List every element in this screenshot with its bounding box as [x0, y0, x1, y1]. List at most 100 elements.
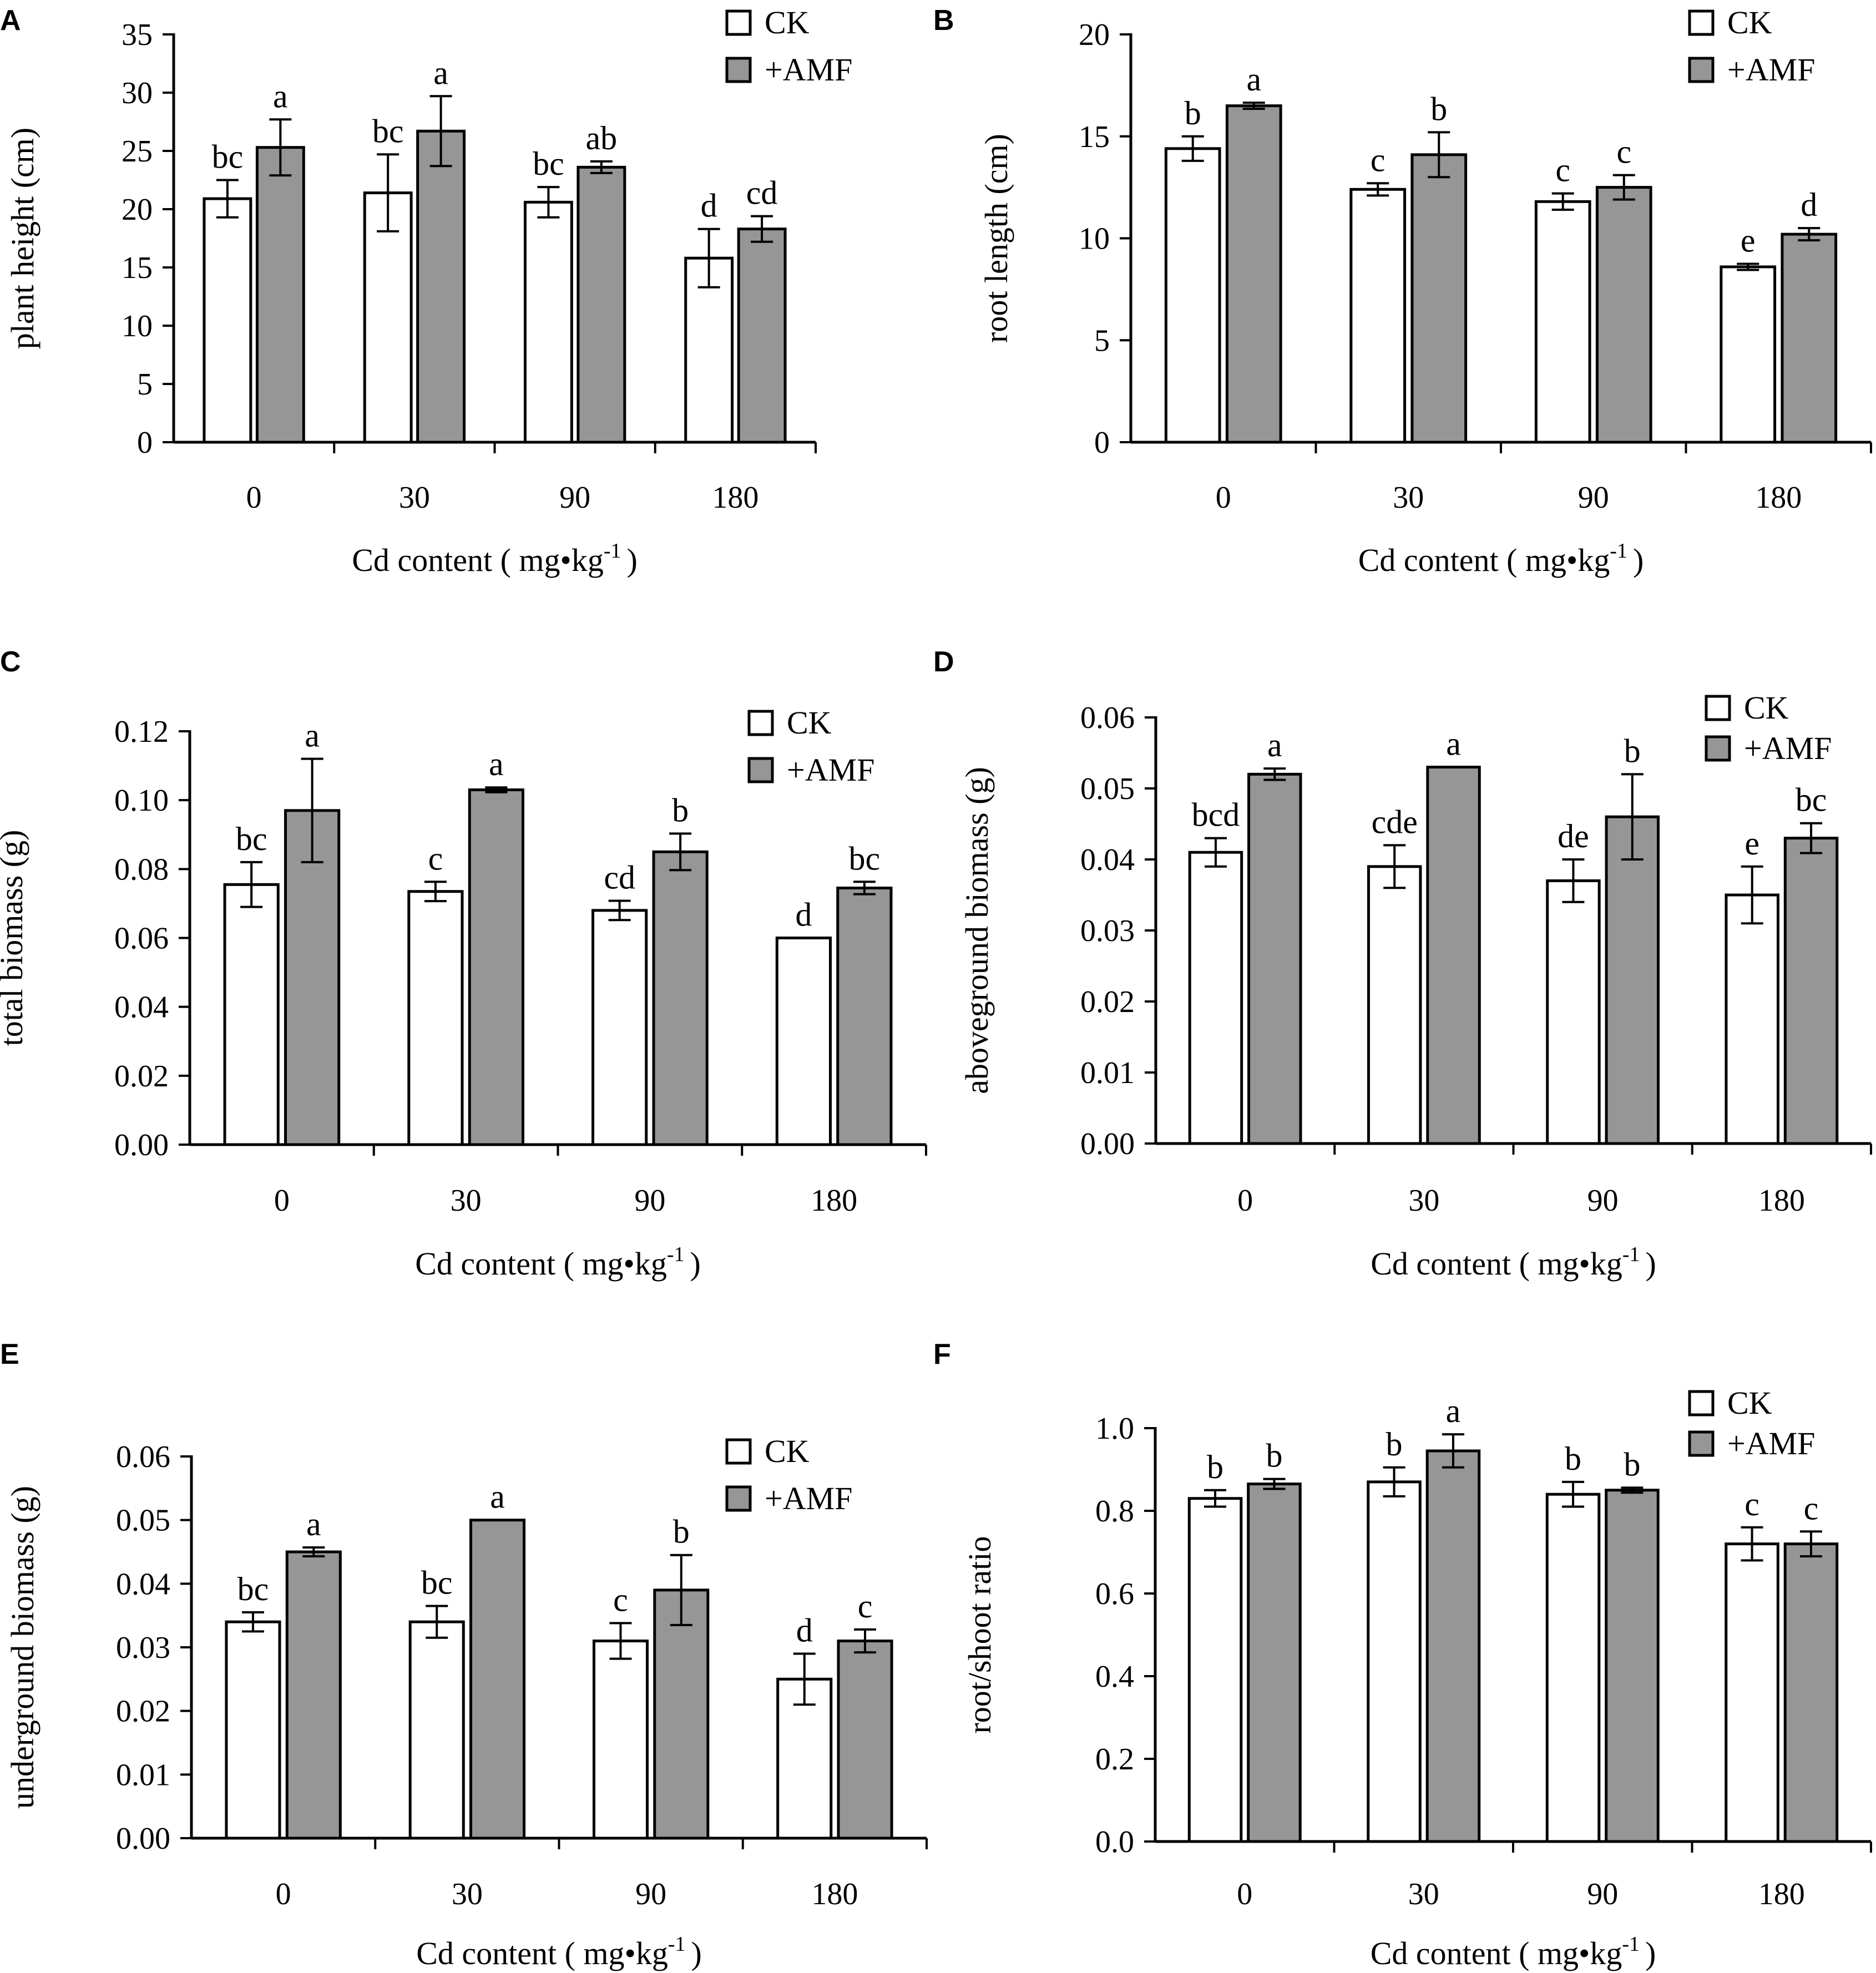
significance-label: d [701, 188, 717, 224]
bar-ck [407, 890, 464, 1146]
y-tick-label: 5 [1094, 323, 1110, 358]
y-tick-label: 0.02 [114, 1059, 169, 1094]
significance-label: c [858, 1588, 873, 1625]
panel-C: C 0.00 0.02 0.04 0.06 0.08 0.10 0.12 total bioma… [0, 646, 927, 1282]
bar-ck [1725, 1542, 1779, 1843]
bar-ck [1187, 1497, 1243, 1843]
y-tick-label: 0.00 [116, 1822, 170, 1856]
x-tick-label: 0 [276, 1877, 291, 1911]
significance-label: b [673, 1514, 690, 1550]
bar-ck [591, 909, 648, 1146]
y-tick-label: 15 [122, 251, 153, 285]
significance-label: c [613, 1581, 628, 1618]
legend-swatch-ck [1705, 695, 1731, 721]
x-axis-title: Cd content ( mg•kg-1) [352, 539, 638, 578]
x-tick-label: 0 [246, 480, 262, 515]
significance-label: c [428, 840, 443, 877]
x-axis-title-text: Cd content ( mg•kg [415, 1246, 667, 1282]
bar-amf [1605, 1489, 1660, 1843]
bar-ck [592, 1640, 649, 1840]
x-tick-label: 0 [274, 1183, 290, 1218]
x-tick-label: 0 [1237, 1877, 1252, 1911]
bar-amf [652, 850, 709, 1146]
significance-label: de [1558, 818, 1589, 854]
legend-label-ck: CK [765, 4, 810, 41]
panel-letter: E [0, 1338, 19, 1370]
y-tick-label: 0.01 [1080, 1056, 1135, 1090]
y-tick-label: 0.6 [1095, 1577, 1134, 1611]
panel-letter: D [933, 646, 954, 678]
bar-ck [1725, 893, 1779, 1145]
y-tick-label: 0.00 [1080, 1127, 1135, 1161]
x-tick-label: 180 [811, 1877, 858, 1911]
x-tick-label: 180 [1758, 1877, 1805, 1911]
x-tick-label: 90 [635, 1877, 666, 1911]
significance-label: ab [586, 120, 618, 156]
bar-amf [577, 165, 626, 444]
significance-label: b [1624, 732, 1641, 769]
bar-ck [203, 197, 252, 444]
significance-label: a [306, 1506, 321, 1542]
y-tick-label: 0.06 [1080, 701, 1135, 735]
x-tick-label: 180 [1755, 480, 1802, 515]
significance-label: c [1804, 1490, 1819, 1526]
y-tick-label: 0.04 [1080, 843, 1135, 877]
x-tick-label: 90 [1587, 1877, 1618, 1911]
significance-label: cde [1372, 803, 1418, 840]
significance-label: c [1616, 134, 1631, 170]
legend-swatch-ck [1688, 1390, 1715, 1416]
significance-label: bc [212, 139, 244, 175]
bar-amf [1595, 186, 1652, 444]
significance-label: a [305, 717, 320, 754]
significance-label: b [672, 792, 689, 828]
legend-swatch-amf [1705, 735, 1731, 762]
significance-label: d [796, 1612, 813, 1648]
legend-swatch-amf [1688, 57, 1715, 83]
x-axis-unit-exponent: -1 [668, 1932, 686, 1956]
significance-label: bc [236, 821, 267, 857]
significance-label: b [1185, 95, 1201, 131]
x-tick-label: 180 [1758, 1183, 1805, 1218]
y-tick-label: 0.06 [114, 922, 169, 956]
x-tick-label: 90 [1578, 480, 1609, 515]
x-axis-unit-exponent: -1 [1610, 539, 1627, 563]
legend-swatch-ck [1688, 9, 1715, 36]
bar-ck [1367, 1480, 1422, 1843]
y-tick-label: 1.0 [1095, 1412, 1134, 1446]
y-axis-title: underground biomass (g) [4, 1486, 41, 1809]
significance-label: a [489, 746, 504, 782]
y-tick-label: 0.02 [1080, 985, 1135, 1019]
x-axis-title-close: ) [1645, 1246, 1656, 1282]
x-tick-label: 180 [712, 480, 759, 515]
y-tick-label: 0 [1094, 426, 1110, 460]
legend-swatch-ck [725, 1438, 752, 1465]
x-tick-label: 30 [452, 1877, 483, 1911]
y-tick-label: 15 [1079, 120, 1110, 154]
x-axis-title-close: ) [1645, 1935, 1656, 1971]
bar-amf [1783, 1542, 1839, 1843]
x-axis-unit-exponent: -1 [1622, 1932, 1640, 1956]
x-axis-title: Cd content ( mg•kg-1) [1358, 539, 1644, 578]
bar-amf [1247, 772, 1302, 1145]
panel-E: E 0.00 0.01 0.02 0.03 0.04 0.05 0.06 underground… [0, 1338, 928, 1971]
x-axis-unit-exponent: -1 [1622, 1243, 1640, 1266]
significance-label: a [1446, 1393, 1461, 1429]
x-axis-title-close: ) [626, 542, 637, 578]
panel-letter: C [0, 646, 21, 678]
bar-ck [1546, 879, 1601, 1145]
y-tick-label: 0.10 [114, 783, 169, 818]
y-tick-label: 0.01 [116, 1758, 170, 1792]
bar-amf [1247, 1483, 1302, 1843]
significance-label: bcd [1192, 797, 1240, 833]
significance-label: b [1430, 90, 1447, 127]
significance-label: b [1565, 1440, 1581, 1477]
x-axis-title-text: Cd content ( mg•kg [416, 1935, 668, 1971]
x-tick-label: 30 [1408, 1183, 1439, 1218]
bar-ck [1349, 188, 1407, 444]
y-axis-title: plant height (cm) [4, 128, 41, 349]
bar-amf [1425, 1449, 1481, 1843]
significance-label: c [1555, 152, 1570, 189]
bar-amf [285, 1550, 342, 1840]
x-tick-label: 30 [399, 480, 430, 515]
